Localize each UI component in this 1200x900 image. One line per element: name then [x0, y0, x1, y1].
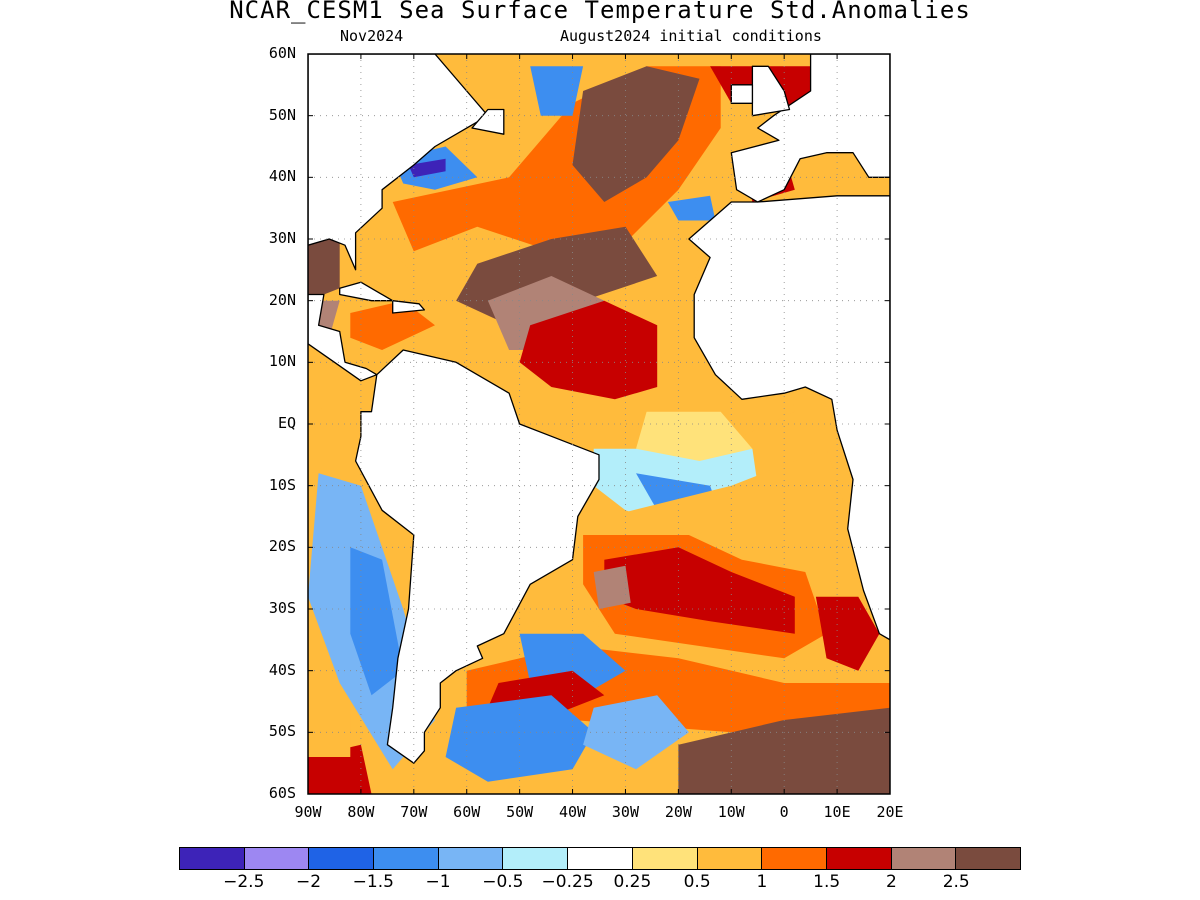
land-central-america: [308, 293, 378, 382]
anomaly-region-29: [350, 547, 404, 696]
colorbar: [179, 847, 1021, 870]
colorbar-swatch: [374, 848, 439, 869]
colorbar-label: −1.5: [352, 872, 394, 892]
colorbar-swatch: [632, 848, 698, 869]
colorbar-swatch: [438, 848, 504, 869]
land-ireland: [730, 84, 754, 104]
lon-label: 10W: [717, 803, 745, 821]
lon-label: 30W: [611, 803, 639, 821]
lat-label: 50N: [268, 105, 296, 124]
land-south-america: [354, 349, 600, 764]
lat-label: EQ: [277, 414, 296, 432]
anomaly-region-10: [408, 158, 446, 178]
colorbar-swatch: [568, 848, 633, 869]
lon-label: 90W: [294, 803, 322, 821]
colorbar-swatch: [503, 848, 569, 869]
colorbar-label: 1: [756, 872, 768, 892]
colorbar-swatch: [309, 848, 375, 869]
land-north-america: [308, 54, 489, 271]
colorbar-label: −1: [425, 872, 451, 892]
colorbar-swatch: [956, 848, 1020, 869]
lat-label: 60N: [268, 44, 296, 62]
colorbar-swatch: [244, 848, 310, 869]
forecast-month-label: Nov2024: [340, 27, 404, 45]
lat-label: 30N: [268, 229, 296, 247]
land-europe: [730, 54, 890, 203]
lon-label: 80W: [347, 803, 375, 821]
land-cuba: [339, 281, 394, 302]
colorbar-label: 1.5: [813, 872, 841, 892]
lon-label: 50W: [506, 803, 534, 821]
lat-label: 40S: [268, 660, 296, 679]
colorbar-label: −0.5: [482, 872, 524, 892]
anomaly-region-18: [593, 565, 631, 609]
lat-label: 40N: [268, 167, 296, 186]
anomaly-region-6: [519, 300, 658, 400]
anomaly-region-31: [350, 300, 435, 350]
lat-label: 10S: [268, 475, 296, 494]
lat-label: 30S: [268, 599, 296, 617]
lon-label: 20E: [876, 803, 904, 821]
anomaly-region-3: [572, 66, 700, 202]
map-title: NCAR_CESM1 Sea Surface Temperature Std.A…: [229, 0, 971, 24]
gridlines: [308, 54, 890, 794]
land-great-britain: [751, 65, 791, 117]
anomaly-region-32: [308, 226, 340, 301]
colorbar-swatch: [180, 848, 245, 869]
colorbar-swatch: [826, 848, 892, 869]
colorbar-swatch: [762, 848, 827, 869]
colorbar-label: −2.5: [223, 872, 265, 892]
lat-label: 60S: [268, 784, 296, 802]
anomaly-region-19: [815, 596, 880, 671]
lon-label: 0: [779, 803, 789, 821]
colorbar-label: 2.5: [942, 872, 970, 892]
anomaly-region-26: [308, 744, 372, 794]
lon-label: 10E: [823, 803, 851, 821]
colorbar-label: 0.25: [613, 872, 652, 892]
lon-label: 70W: [400, 803, 428, 821]
land-hispaniola: [392, 300, 426, 314]
lat-label: 10N: [268, 352, 296, 371]
lon-label: 60W: [453, 803, 481, 821]
colorbar-label: −0.25: [541, 872, 594, 892]
lon-label: 40W: [558, 803, 587, 821]
colorbar-swatch: [697, 848, 763, 869]
colorbar-label: −2: [296, 872, 322, 892]
colorbar-label: 0.5: [683, 872, 711, 892]
lat-label: 20N: [268, 290, 296, 309]
land-masses: [308, 54, 890, 764]
colorbar-swatch: [891, 848, 957, 869]
anomaly-region-37: [636, 411, 753, 461]
lon-label: 20W: [664, 803, 692, 821]
land-africa: [688, 195, 890, 641]
initial-conditions-label: August2024 initial conditions: [560, 27, 822, 45]
anomaly-region-24: [583, 695, 689, 770]
colorbar-label: 2: [886, 872, 897, 892]
axis-ticks: [307, 53, 891, 795]
lat-label: 20S: [268, 537, 296, 556]
anomaly-region-17: [604, 547, 795, 634]
lat-label: 50S: [268, 722, 296, 741]
anomaly-region-12: [667, 195, 716, 221]
anomaly-region-11: [530, 66, 584, 116]
